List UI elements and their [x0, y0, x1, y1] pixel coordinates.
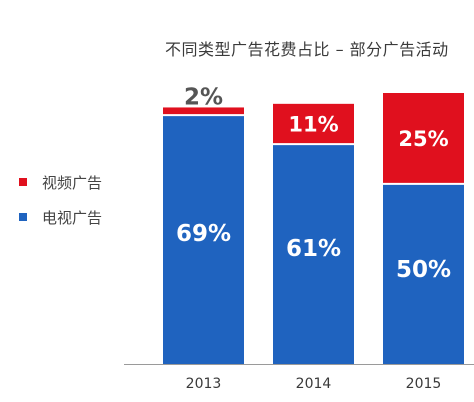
legend-swatch-tv-ads: [19, 213, 27, 221]
chart-title: 不同类型广告花费占比 – 部分广告活动: [165, 40, 449, 59]
bar-segment-video-2015: [383, 93, 464, 184]
data-label-video-2015: 25%: [398, 127, 448, 151]
legend-swatch-video-ads: [19, 178, 27, 186]
bar-segment-video-2013: [163, 107, 244, 115]
x-tick-label-2013: 2013: [186, 376, 222, 392]
bar-segment-video-2014: [273, 103, 354, 144]
legend-label-video-ads: 视频广告: [42, 174, 103, 192]
data-label-video-2014: 11%: [288, 113, 338, 137]
bar-segment-tv-2013: [163, 114, 244, 365]
data-label-video-2013: 2%: [184, 84, 223, 110]
x-tick-label-2015: 2015: [406, 376, 442, 392]
data-label-tv-2014: 61%: [286, 236, 341, 262]
data-label-tv-2013: 69%: [176, 221, 231, 247]
legend-label-tv-ads: 电视广告: [42, 209, 103, 227]
bar-segment-tv-2014: [273, 143, 354, 364]
bar-segment-tv-2015: [383, 183, 464, 364]
x-tick-label-2014: 2014: [296, 376, 332, 392]
data-label-tv-2015: 50%: [396, 257, 451, 283]
